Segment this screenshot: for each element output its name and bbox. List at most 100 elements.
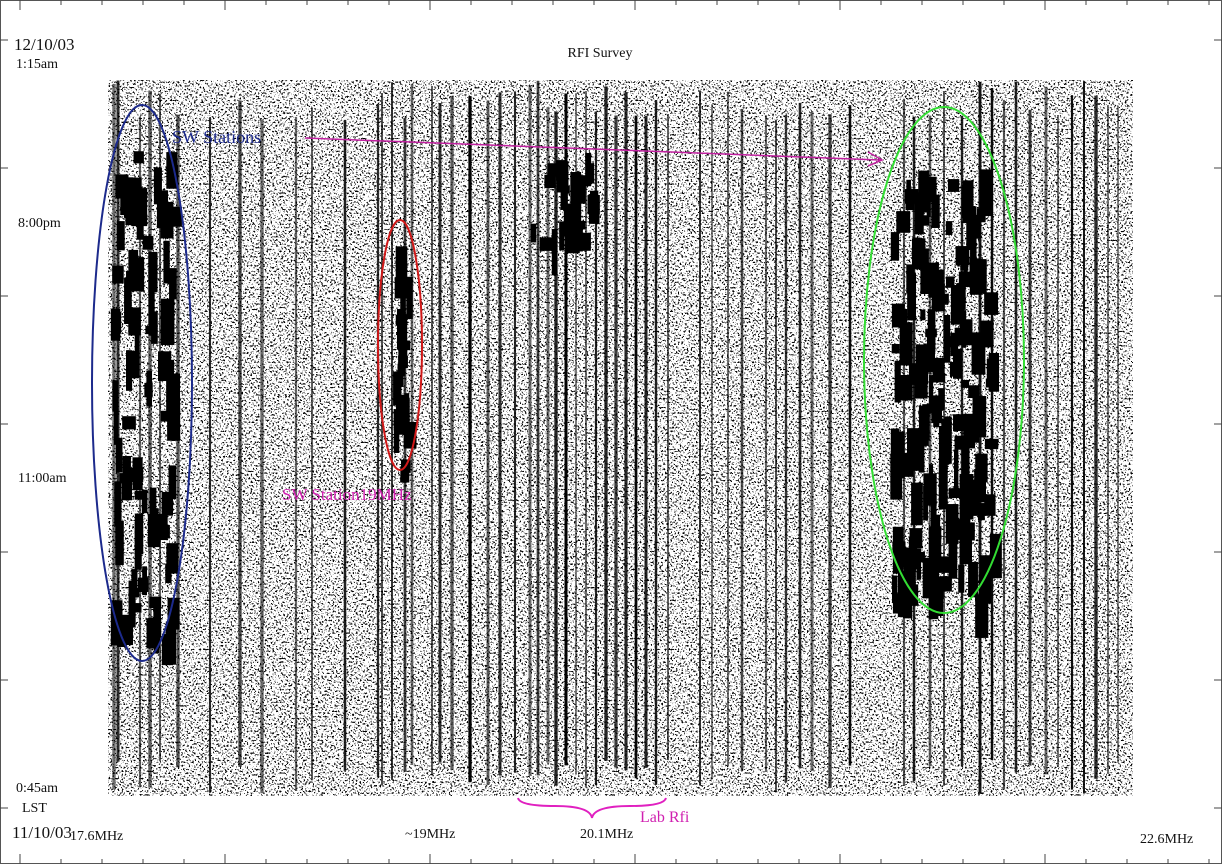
signal-blob [134,603,142,612]
annotation: SW Stations [172,127,261,147]
signal-blob [926,266,933,277]
signal-blob [122,416,136,429]
x-label: 20.1MHz [580,827,633,842]
signal-blob [984,494,995,516]
timezone: LST [22,801,47,816]
signal-blob [919,446,925,472]
date-top: 12/10/03 [14,35,74,54]
signal-blob [169,268,177,299]
signal-blob [575,221,586,229]
signal-blob [114,481,121,526]
signal-blob [911,483,923,526]
signal-blob [933,358,945,383]
signal-blob [980,169,993,216]
signal-blob [939,464,948,509]
signal-blob [552,229,557,275]
date-bottom: 11/10/03 [12,823,72,842]
signal-blob [974,273,985,284]
signal-blob [910,528,923,548]
signal-blob [115,521,124,565]
signal-blob [895,361,901,403]
signal-blob [987,359,997,384]
signal-blob [540,237,553,251]
signal-blob [966,522,975,540]
signal-blob [154,167,162,204]
signal-blob [958,565,964,593]
signal-blob [129,351,139,378]
signal-blob [135,514,143,555]
signal-blob [975,454,987,483]
signal-blob [394,409,400,430]
signal-blob [167,404,180,441]
signal-blob [161,299,175,345]
signal-blob [931,195,939,228]
signal-blob [946,221,953,235]
signal-blob [961,380,969,388]
signal-blob [918,354,930,365]
signal-blob [398,364,404,373]
signal-blob [907,273,916,320]
signal-blob [891,232,899,261]
signal-blob [955,436,964,450]
signal-blob [954,450,958,494]
signal-blob [131,257,144,291]
signal-blob [975,594,988,638]
signal-blob [957,283,966,309]
signal-blob [926,559,934,582]
signal-blob [115,312,122,334]
signal-blob [160,202,173,239]
signal-blob [941,419,951,464]
signal-blob [948,179,959,192]
signal-blob [928,309,936,351]
signal-blob [397,309,402,349]
signal-blob [122,481,132,501]
signal-blob [404,393,409,430]
signal-blob [923,486,928,521]
annotation: SW Station19MHz [282,485,412,504]
signal-blob [112,265,124,283]
signal-blob [146,370,152,406]
signal-blob [927,195,931,217]
signal-blob [148,252,157,292]
signal-blob [407,277,413,319]
signal-blob [980,555,991,591]
signal-blob [531,224,536,243]
signal-blob [158,351,171,381]
signal-blob [585,153,591,186]
signal-blob [896,211,910,233]
signal-blob [577,233,590,251]
x-label: 17.6MHz [70,829,123,844]
signal-blob [146,619,160,649]
signal-blob [143,236,154,250]
signal-blob [914,382,927,398]
signal-blob [934,577,943,599]
signal-blob [914,237,921,254]
signal-blob [970,480,980,516]
x-label: ~19MHz [405,827,455,842]
signal-blob [946,504,959,544]
waterfall [108,80,1133,796]
signal-blob [960,258,968,270]
signal-blob [149,597,161,608]
signal-blob [963,414,975,449]
signal-blob [916,549,921,580]
signal-blob [165,564,171,583]
signal-blob [116,221,124,250]
signal-blob [984,292,998,315]
signal-blob [892,304,905,328]
signal-blob [116,438,123,473]
time-top: 1:15am [16,57,58,72]
signal-blob [948,336,960,345]
signal-blob [562,186,570,194]
y-label: 0:45am [16,781,58,796]
signal-blob [151,508,159,529]
signal-blob [394,428,400,453]
signal-blob [165,525,170,539]
signal-blob [950,362,955,377]
signal-blob [131,186,138,226]
signal-blob [903,453,914,477]
signal-blob [564,204,576,237]
signal-blob [134,151,144,163]
signal-blob [976,259,987,270]
signal-blob [942,294,949,304]
